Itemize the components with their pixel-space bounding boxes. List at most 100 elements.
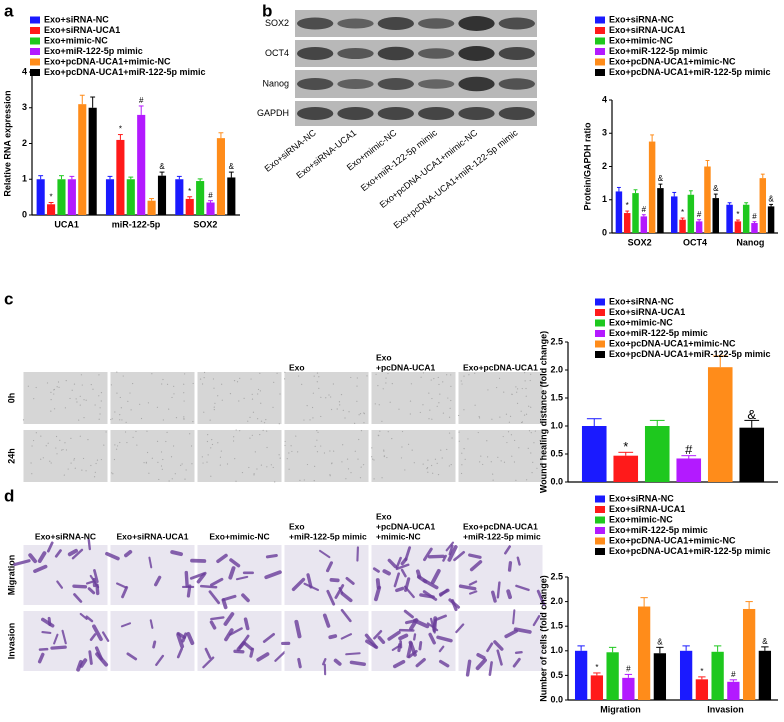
speckle — [68, 468, 69, 469]
speckle — [291, 451, 292, 452]
lane-label: Exo+miR-122-5p mimic — [359, 127, 439, 193]
cell — [414, 634, 415, 639]
speckle — [193, 383, 194, 384]
speckle — [314, 376, 315, 377]
speckle — [284, 441, 285, 442]
speckle — [447, 397, 448, 398]
speckle — [431, 419, 432, 420]
speckle — [431, 465, 432, 466]
speckle — [273, 382, 274, 383]
speckle — [437, 463, 438, 464]
speckle — [412, 450, 413, 451]
speckle — [233, 440, 234, 441]
speckle — [162, 459, 163, 460]
speckle — [422, 404, 423, 405]
speckle — [99, 413, 100, 414]
legend-swatch — [595, 351, 605, 358]
micrograph — [372, 372, 456, 424]
micrograph — [24, 372, 108, 424]
bar — [696, 221, 702, 233]
speckle — [95, 472, 96, 473]
y-tick-label: 2.5 — [550, 336, 563, 346]
speckle — [85, 470, 86, 471]
speckle — [420, 377, 421, 378]
significance-mark: & — [658, 174, 664, 183]
legend-swatch — [595, 309, 605, 316]
cell — [188, 586, 189, 596]
speckle — [514, 461, 515, 462]
speckle — [114, 444, 115, 445]
speckle — [316, 440, 317, 441]
speckle — [64, 474, 65, 475]
significance-mark: * — [595, 663, 598, 672]
bar — [657, 188, 663, 233]
y-tick-label: 0.0 — [550, 694, 563, 704]
speckle — [288, 452, 289, 453]
speckle — [103, 445, 104, 446]
y-tick-label: 3 — [602, 128, 607, 138]
blot-band — [378, 107, 414, 120]
speckle — [414, 462, 415, 463]
speckle — [33, 440, 34, 441]
speckle — [388, 431, 389, 432]
speckle — [146, 462, 147, 463]
speckle — [463, 448, 464, 449]
cell — [246, 619, 248, 628]
blot-band — [378, 78, 414, 90]
speckle — [317, 432, 318, 433]
speckle — [92, 389, 93, 390]
speckle — [169, 480, 170, 481]
speckle — [28, 386, 29, 387]
significance-mark: * — [700, 667, 703, 676]
speckle — [439, 393, 440, 394]
column-label: Exo+siRNA-NC — [35, 531, 96, 541]
speckle — [40, 459, 41, 460]
bar — [227, 177, 235, 215]
speckle — [112, 473, 113, 474]
speckle — [80, 396, 81, 397]
speckle — [183, 392, 184, 393]
speckle — [316, 430, 317, 431]
speckle — [280, 458, 281, 459]
bar — [743, 609, 755, 700]
speckle — [366, 375, 367, 376]
speckle — [404, 469, 405, 470]
speckle — [69, 398, 70, 399]
speckle — [83, 399, 84, 400]
x-tick-label: OCT4 — [683, 237, 707, 247]
speckle — [81, 470, 82, 471]
bar — [759, 651, 771, 700]
speckle — [173, 445, 174, 446]
y-tick-label: 4 — [602, 94, 607, 104]
speckle — [260, 403, 261, 404]
speckle — [252, 435, 253, 436]
legend-swatch — [595, 38, 605, 45]
speckle — [256, 468, 257, 469]
cell — [299, 659, 301, 666]
speckle — [263, 430, 264, 431]
speckle — [536, 468, 537, 469]
speckle — [151, 373, 152, 374]
speckle — [504, 462, 505, 463]
y-tick-label: 1.5 — [550, 621, 563, 631]
cell — [378, 580, 379, 588]
speckle — [191, 463, 192, 464]
speckle — [237, 381, 238, 382]
speckle — [244, 398, 245, 399]
significance-mark: & — [762, 637, 768, 646]
speckle — [313, 393, 314, 394]
blot-band — [378, 47, 414, 61]
speckle — [33, 398, 34, 399]
legend-label: Exo+pcDNA-UCA1+mimic-NC — [609, 535, 736, 545]
speckle — [166, 432, 167, 433]
legend-swatch — [30, 69, 40, 76]
speckle — [234, 458, 235, 459]
cell — [397, 588, 403, 590]
speckle — [162, 379, 163, 380]
y-axis-label: Relative RNA expression — [2, 90, 12, 196]
cell — [498, 583, 500, 598]
legend-swatch — [595, 527, 605, 534]
speckle — [94, 476, 95, 477]
speckle — [71, 462, 72, 463]
bar — [696, 679, 708, 700]
